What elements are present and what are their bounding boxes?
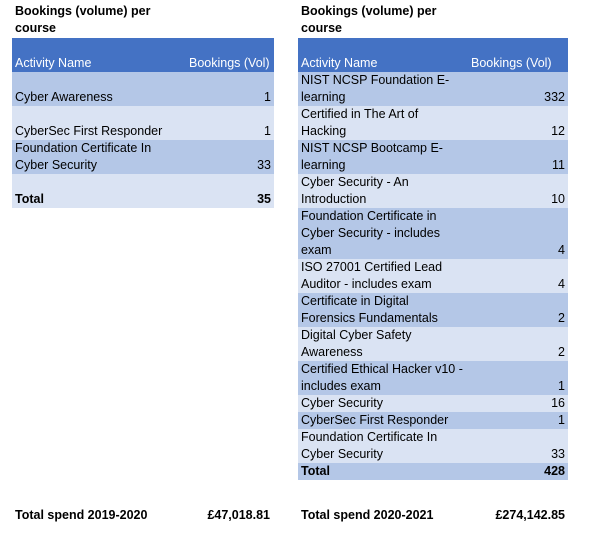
activity-name: CyberSec First Responder: [12, 106, 186, 140]
left-spend-label: Total spend 2019-2020: [15, 508, 148, 522]
bookings-value: 4: [468, 259, 568, 293]
left-col-activity: Activity Name: [12, 38, 186, 72]
table-row: CyberSec First Responder 1: [298, 412, 568, 429]
bookings-value: 11: [468, 140, 568, 174]
total-label: Total: [298, 463, 468, 480]
activity-name: ISO 27001 Certified Lead Auditor - inclu…: [298, 259, 468, 293]
table-row: ISO 27001 Certified Lead Auditor - inclu…: [298, 259, 568, 293]
activity-name: Certificate in Digital Forensics Fundame…: [298, 293, 468, 327]
activity-name: Foundation Certificate In Cyber Security: [298, 429, 468, 463]
left-bookings-section: Bookings (volume) per course Activity Na…: [12, 3, 274, 208]
bookings-value: 2: [468, 327, 568, 361]
table-row: Certificate in Digital Forensics Fundame…: [298, 293, 568, 327]
bookings-value: 4: [468, 208, 568, 259]
right-spend-label: Total spend 2020-2021: [301, 508, 434, 522]
bookings-value: 332: [468, 72, 568, 106]
left-total-row: Total 35: [12, 174, 274, 208]
left-col-bookings: Bookings (Vol): [186, 38, 274, 72]
left-heading: Bookings (volume) per course: [15, 4, 151, 35]
table-row: Certified Ethical Hacker v10 - includes …: [298, 361, 568, 395]
bookings-value: 12: [468, 106, 568, 140]
total-label: Total: [12, 174, 186, 208]
right-col-bookings: Bookings (Vol): [468, 38, 568, 72]
table-row: NIST NCSP Bootcamp E-learning 11: [298, 140, 568, 174]
table-row: Digital Cyber Safety Awareness 2: [298, 327, 568, 361]
activity-name: Certified in The Art of Hacking: [298, 106, 468, 140]
right-bookings-section: Bookings (volume) per course Activity Na…: [298, 3, 568, 480]
table-row: Foundation Certificate In Cyber Security…: [298, 429, 568, 463]
bookings-value: 1: [186, 72, 274, 106]
activity-name: NIST NCSP Bootcamp E-learning: [298, 140, 468, 174]
activity-name: Digital Cyber Safety Awareness: [298, 327, 468, 361]
activity-name: Foundation Certificate in Cyber Security…: [298, 208, 468, 259]
bookings-value: 16: [468, 395, 568, 412]
left-bookings-table: Activity Name Bookings (Vol) Cyber Aware…: [12, 38, 274, 208]
total-value: 35: [186, 174, 274, 208]
activity-name: NIST NCSP Foundation E-learning: [298, 72, 468, 106]
left-header-row: Activity Name Bookings (Vol): [12, 38, 274, 72]
bookings-value: 2: [468, 293, 568, 327]
activity-name: Cyber Security - An Introduction: [298, 174, 468, 208]
table-row: Cyber Security - An Introduction 10: [298, 174, 568, 208]
activity-name: Cyber Awareness: [12, 72, 186, 106]
right-bookings-table: Activity Name Bookings (Vol) NIST NCSP F…: [298, 38, 568, 480]
bookings-value: 1: [186, 106, 274, 140]
table-row: NIST NCSP Foundation E-learning 332: [298, 72, 568, 106]
total-value: 428: [468, 463, 568, 480]
table-row: Cyber Security 16: [298, 395, 568, 412]
right-header-row: Activity Name Bookings (Vol): [298, 38, 568, 72]
bookings-value: 10: [468, 174, 568, 208]
left-spend-value: £47,018.81: [207, 508, 270, 522]
table-row: Cyber Awareness 1: [12, 72, 274, 106]
activity-name: Cyber Security: [298, 395, 468, 412]
table-row: Foundation Certificate In Cyber Security…: [12, 140, 274, 174]
right-total-row: Total 428: [298, 463, 568, 480]
activity-name: CyberSec First Responder: [298, 412, 468, 429]
bookings-value: 33: [468, 429, 568, 463]
table-row: CyberSec First Responder 1: [12, 106, 274, 140]
bookings-value: 1: [468, 412, 568, 429]
right-col-activity: Activity Name: [298, 38, 468, 72]
table-row: Certified in The Art of Hacking 12: [298, 106, 568, 140]
table-row: Foundation Certificate in Cyber Security…: [298, 208, 568, 259]
bookings-value: 1: [468, 361, 568, 395]
activity-name: Certified Ethical Hacker v10 - includes …: [298, 361, 468, 395]
right-spend-value: £274,142.85: [495, 508, 565, 522]
right-heading: Bookings (volume) per course: [301, 4, 437, 35]
activity-name: Foundation Certificate In Cyber Security: [12, 140, 186, 174]
bookings-value: 33: [186, 140, 274, 174]
